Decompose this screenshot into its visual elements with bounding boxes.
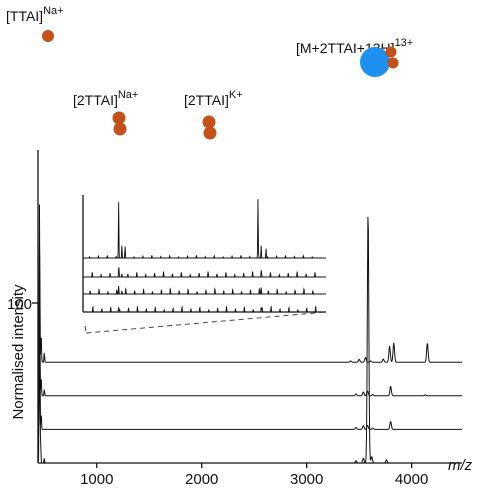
2ttai-k-marker-top-icon — [202, 115, 216, 129]
y-axis-label: Normalised intensity — [10, 284, 27, 420]
annotation-2ttai-k-label: [2TTAI] — [184, 92, 229, 108]
peak-annotations: [TTAI]Na+ [2TTAI]Na+ [2TTAI]K+ [M+2TTAI+… — [6, 5, 413, 140]
axes: 1000 2000 3000 4000 — [32, 150, 462, 488]
annotation-ttai-na-superscript: Na+ — [43, 5, 64, 17]
protein-bound-ttai-top-icon — [385, 46, 397, 58]
annotation-2ttai-na-superscript: Na+ — [118, 89, 139, 101]
annotation-2ttai-na-label: [2TTAI] — [73, 92, 118, 108]
inset-trace-4 — [83, 305, 326, 313]
annotation-ttai-na: [TTAI]Na+ — [6, 5, 64, 24]
x-tick-label: 1000 — [80, 471, 113, 488]
annotation-ttai-na-label: [TTAI] — [6, 8, 43, 24]
protein-marker-icon — [360, 47, 390, 77]
x-tick-label: 3000 — [290, 471, 323, 488]
spectrum-trace-2 — [38, 311, 463, 397]
spectrum-trace-3 — [38, 360, 463, 430]
2ttai-k-marker-bottom-icon — [203, 126, 217, 140]
x-tick-label: 4000 — [395, 471, 428, 488]
annotation-2ttai-k-superscript: K+ — [229, 89, 243, 101]
protein-bound-ttai-bottom-icon — [387, 57, 399, 69]
x-axis-label: m/z — [448, 457, 473, 474]
inset-trace-3 — [83, 285, 326, 295]
inset-trace-1 — [83, 199, 326, 259]
2ttai-na-marker-bottom-icon — [113, 122, 127, 136]
inset-zoom — [82, 195, 327, 334]
inset-trace-2 — [83, 266, 326, 278]
inset-zoom-bracket — [84, 325, 87, 334]
spectra-traces — [38, 204, 463, 464]
2ttai-na-marker-top-icon — [112, 111, 126, 125]
spectrum-trace-4 — [38, 204, 463, 464]
inset-zoom-connector — [86, 311, 327, 334]
annotation-2ttai-na: [2TTAI]Na+ — [73, 89, 138, 108]
annotation-2ttai-k: [2TTAI]K+ — [184, 89, 243, 108]
ttai-marker-icon — [42, 30, 54, 42]
spectrum-trace-1 — [38, 240, 463, 363]
y-tick-label: 100 — [7, 296, 32, 313]
x-tick-label: 2000 — [185, 471, 218, 488]
annotation-complex-superscript: 13+ — [395, 37, 414, 49]
